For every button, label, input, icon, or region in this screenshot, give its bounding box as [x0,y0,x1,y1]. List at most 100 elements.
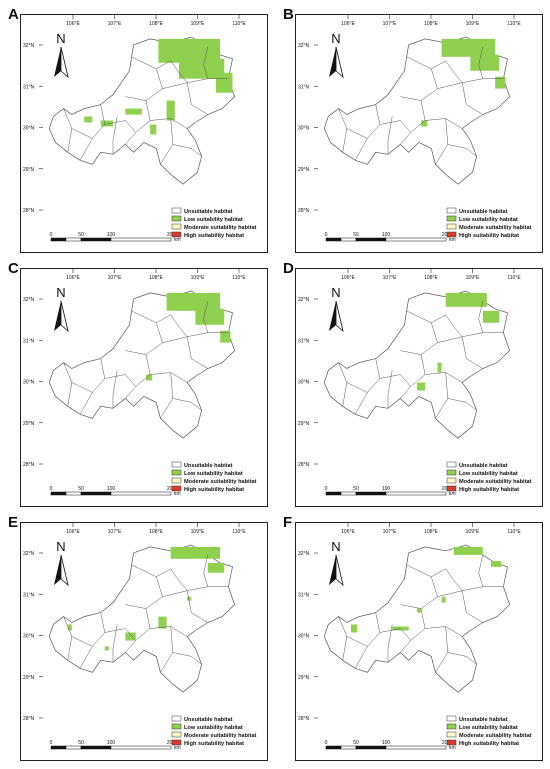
county-boundary [447,144,477,157]
lat-tick-label: 29°N [23,675,35,681]
legend-swatch [171,215,182,222]
lat-tick-label: 30°N [298,380,310,386]
lon-tick-label: 107°E [383,21,397,27]
legend-swatch [171,461,182,468]
scale-unit: km [449,491,456,497]
low-suitability-patch [445,292,487,307]
county-boundary [112,370,118,409]
lon-tick-label: 108°E [149,21,163,27]
north-arrow-icon: N [54,31,69,79]
lon-tick-label: 109°E [466,21,480,27]
lat-tick-label: 29°N [298,421,310,427]
legend-label: Low suitability habitat [459,725,518,731]
county-boundary [400,354,426,399]
low-suitability-patch [158,38,221,63]
legend-swatch [446,477,457,484]
legend-label: High suitability habitat [459,741,519,747]
panel-label: A [8,6,19,23]
county-boundary [71,128,93,139]
map-panel-c: 106°E 107°E 108°E 109°E 110°E 32°N 31°N 30°N 29°… [20,268,268,507]
county-boundary [461,590,483,623]
county-boundary [338,616,348,661]
lat-tick-label: 31°N [23,338,35,344]
lat-tick-label: 28°N [23,716,35,722]
county-boundary [79,612,106,669]
county-boundary [112,116,118,155]
low-suitability-patch [437,362,442,373]
legend-swatch [171,207,182,214]
lon-tick-label: 108°E [149,529,163,535]
lat-tick-label: 31°N [298,84,310,90]
scale-label: 100 [382,232,391,238]
scale-bar-segment [385,491,447,496]
scale-label: 0 [50,486,53,492]
low-suitability-patch [482,310,500,323]
map-panel-b: 106°E 107°E 108°E 109°E 110°E 32°N 31°N 30°N 29°… [295,14,543,253]
legend-label: Unsuitable habitat [184,209,233,215]
low-suitability-patch [166,100,175,121]
legend-label: High suitability habitat [184,487,244,493]
scale-bar-segment [65,237,82,242]
lon-tick-label: 107°E [108,21,122,27]
county-boundary [131,310,171,324]
county-boundary [400,100,426,145]
legend-label: Low suitability habitat [184,217,243,223]
north-arrow-icon: N [329,539,344,587]
habitat-map: 106°E 107°E 108°E 109°E 110°E 32°N 31°N 30°N 29°… [298,15,532,243]
panel-label: B [283,6,294,23]
legend-label: Moderate suitability habitat [459,733,532,739]
lon-tick-label: 107°E [108,529,122,535]
county-boundary [400,322,438,355]
region-outline [323,36,511,185]
north-arrow-icon: N [54,285,69,333]
county-boundary [445,568,463,591]
map-panel-a: 106°E 107°E 108°E 109°E 110°E 32°N 31°N 30°N 29°… [20,14,268,253]
scale-unit: km [174,491,181,497]
county-boundary [203,554,209,587]
scale-label: 100 [382,486,391,492]
legend-swatch [446,715,457,722]
county-boundary [437,586,504,597]
north-label: N [56,285,65,300]
county-boundary [203,300,209,333]
lat-tick-label: 32°N [23,43,35,49]
lon-tick-label: 110°E [232,21,246,27]
county-boundary [400,576,438,609]
lat-tick-label: 31°N [298,338,310,344]
county-boundary [125,322,163,355]
county-boundary [346,382,368,393]
scale-unit: km [174,237,181,243]
scale-unit: km [174,745,181,751]
scale-label: 200 [442,486,451,492]
county-boundary [461,82,483,115]
region-outline [48,290,236,439]
legend-swatch [446,461,457,468]
legend-label: Moderate suitability habitat [459,225,532,231]
scale-label: 100 [107,740,116,746]
county-boundary [379,628,411,641]
county-boundary [186,82,208,115]
lon-tick-label: 108°E [424,529,438,535]
county-boundary [162,586,229,597]
legend-swatch [446,723,457,730]
low-suitability-patch [100,120,114,127]
scale-bar-segment [80,491,112,496]
lon-tick-label: 110°E [507,21,521,27]
county-boundary [437,332,504,343]
legend-swatch [446,739,457,746]
county-boundary [172,398,202,411]
lon-tick-label: 108°E [424,275,438,281]
north-arrow-icon: N [329,285,344,333]
lat-tick-label: 31°N [298,592,310,598]
legend-label: Moderate suitability habitat [184,225,257,231]
low-suitability-patch [207,562,225,573]
low-suitability-patch [179,58,225,79]
county-boundary [79,358,106,415]
scale-label: 50 [353,740,359,746]
lat-tick-label: 32°N [23,297,35,303]
county-boundary [346,636,368,647]
scale-unit: km [449,745,456,751]
scale-label: 200 [442,740,451,746]
scale-label: 0 [325,232,328,238]
legend-label: Low suitability habitat [184,725,243,731]
